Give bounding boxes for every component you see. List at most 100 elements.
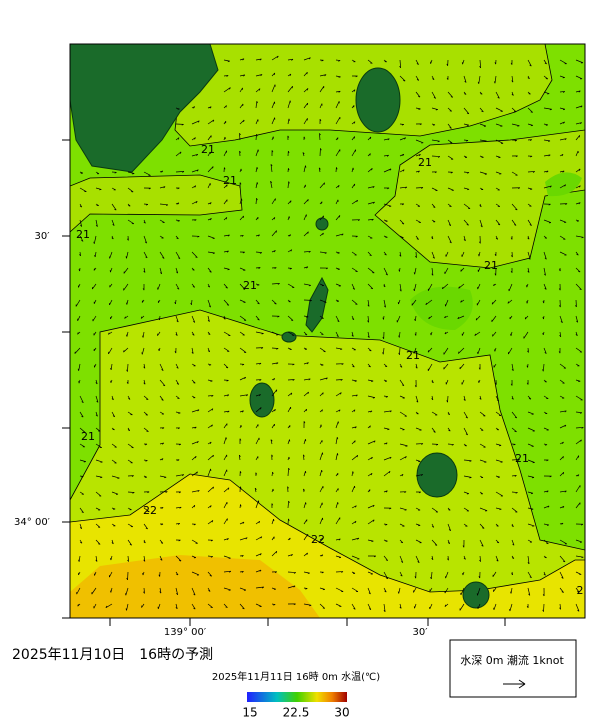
current-arrow-head <box>451 444 454 446</box>
current-arrow <box>527 59 532 67</box>
current-arrow-head <box>413 272 416 275</box>
current-arrow <box>109 251 113 259</box>
current-arrow-head <box>337 453 339 456</box>
current-arrow <box>207 603 213 608</box>
current-arrow <box>511 107 517 113</box>
current-arrow-head <box>226 380 229 382</box>
current-arrow-head <box>177 137 180 140</box>
current-arrow-head <box>336 167 338 170</box>
current-arrow <box>415 203 420 207</box>
current-arrow <box>94 251 97 258</box>
current-arrow <box>494 75 497 84</box>
current-arrow-head <box>182 171 185 173</box>
current-arrow-head <box>458 351 460 354</box>
current-arrow-head <box>162 442 164 445</box>
current-arrow <box>511 75 514 83</box>
current-arrow <box>191 490 200 493</box>
current-arrow <box>495 219 501 226</box>
current-arrow <box>110 587 113 593</box>
current-arrow-head <box>190 302 192 305</box>
current-arrow-head <box>415 366 418 369</box>
current-arrow <box>303 214 307 221</box>
current-arrow-head <box>579 288 582 290</box>
current-arrow-head <box>273 604 276 606</box>
current-arrow <box>335 555 342 558</box>
current-arrow-head <box>197 409 200 412</box>
current-arrow-head <box>544 257 547 260</box>
current-arrow-head <box>579 185 581 188</box>
current-arrow-head <box>352 287 355 290</box>
current-arrow <box>223 437 227 445</box>
current-arrow-head <box>561 154 564 157</box>
current-arrow <box>431 251 435 259</box>
current-arrow-head <box>511 557 515 559</box>
current-arrow-head <box>178 257 181 260</box>
current-arrow <box>127 539 132 546</box>
current-arrow-head <box>161 399 164 401</box>
current-arrow <box>143 523 148 530</box>
current-arrow-head <box>242 58 245 61</box>
current-arrow-head <box>542 317 544 320</box>
current-arrow <box>479 443 486 448</box>
current-arrow <box>303 552 308 557</box>
current-arrow <box>175 474 184 477</box>
current-arrow-head <box>176 383 179 385</box>
current-arrow-head <box>578 271 581 273</box>
current-arrow <box>287 86 293 93</box>
current-arrow-head <box>385 559 388 561</box>
current-arrow <box>351 267 358 272</box>
current-arrow <box>351 136 355 141</box>
current-arrow-head <box>388 471 391 474</box>
current-arrow-head <box>457 316 460 319</box>
current-arrow <box>239 283 246 290</box>
current-arrow-head <box>192 269 195 271</box>
current-arrow-head <box>449 241 452 244</box>
current-arrow-head <box>414 576 417 579</box>
current-arrow <box>111 491 119 495</box>
current-arrow <box>477 603 481 609</box>
current-arrow-head <box>511 255 513 258</box>
current-arrow <box>543 347 547 354</box>
current-arrow-head <box>418 108 421 110</box>
current-arrow-head <box>460 300 462 303</box>
current-arrow <box>495 91 500 99</box>
current-arrow <box>271 283 280 285</box>
current-arrow <box>303 231 309 237</box>
current-arrow-head <box>307 231 309 234</box>
current-arrow <box>463 507 469 512</box>
current-arrow <box>367 201 375 205</box>
current-arrow-head <box>514 139 517 142</box>
current-arrow <box>575 168 581 173</box>
current-arrow <box>157 331 161 336</box>
current-arrow <box>399 555 404 563</box>
current-arrow-head <box>128 205 131 207</box>
current-arrow-head <box>370 410 373 413</box>
current-arrow <box>303 71 308 77</box>
current-arrow-head <box>481 544 484 547</box>
current-arrow <box>351 394 358 397</box>
current-arrow-head <box>160 272 162 275</box>
current-arrow-head <box>254 487 257 490</box>
current-arrow-head <box>227 410 230 413</box>
current-arrow <box>415 363 418 369</box>
current-arrow-head <box>194 219 197 222</box>
current-arrow-head <box>367 304 370 307</box>
current-arrow-head <box>158 318 160 321</box>
current-arrow-head <box>147 491 150 494</box>
current-arrow-head <box>558 351 561 354</box>
current-arrow-head <box>578 168 581 171</box>
current-arrow <box>143 235 147 244</box>
current-arrow-head <box>177 459 180 462</box>
current-arrow-head <box>515 155 518 158</box>
current-arrow <box>143 507 150 513</box>
current-arrow <box>367 440 376 445</box>
current-arrow-head <box>581 237 584 239</box>
current-arrow-head <box>494 62 497 65</box>
current-arrow <box>461 251 465 257</box>
current-arrow-head <box>446 77 449 80</box>
current-arrow-head <box>195 456 197 459</box>
current-arrow-head <box>78 269 81 272</box>
current-arrow-head <box>369 153 371 156</box>
current-arrow-head <box>562 456 564 459</box>
current-arrow <box>127 187 134 193</box>
